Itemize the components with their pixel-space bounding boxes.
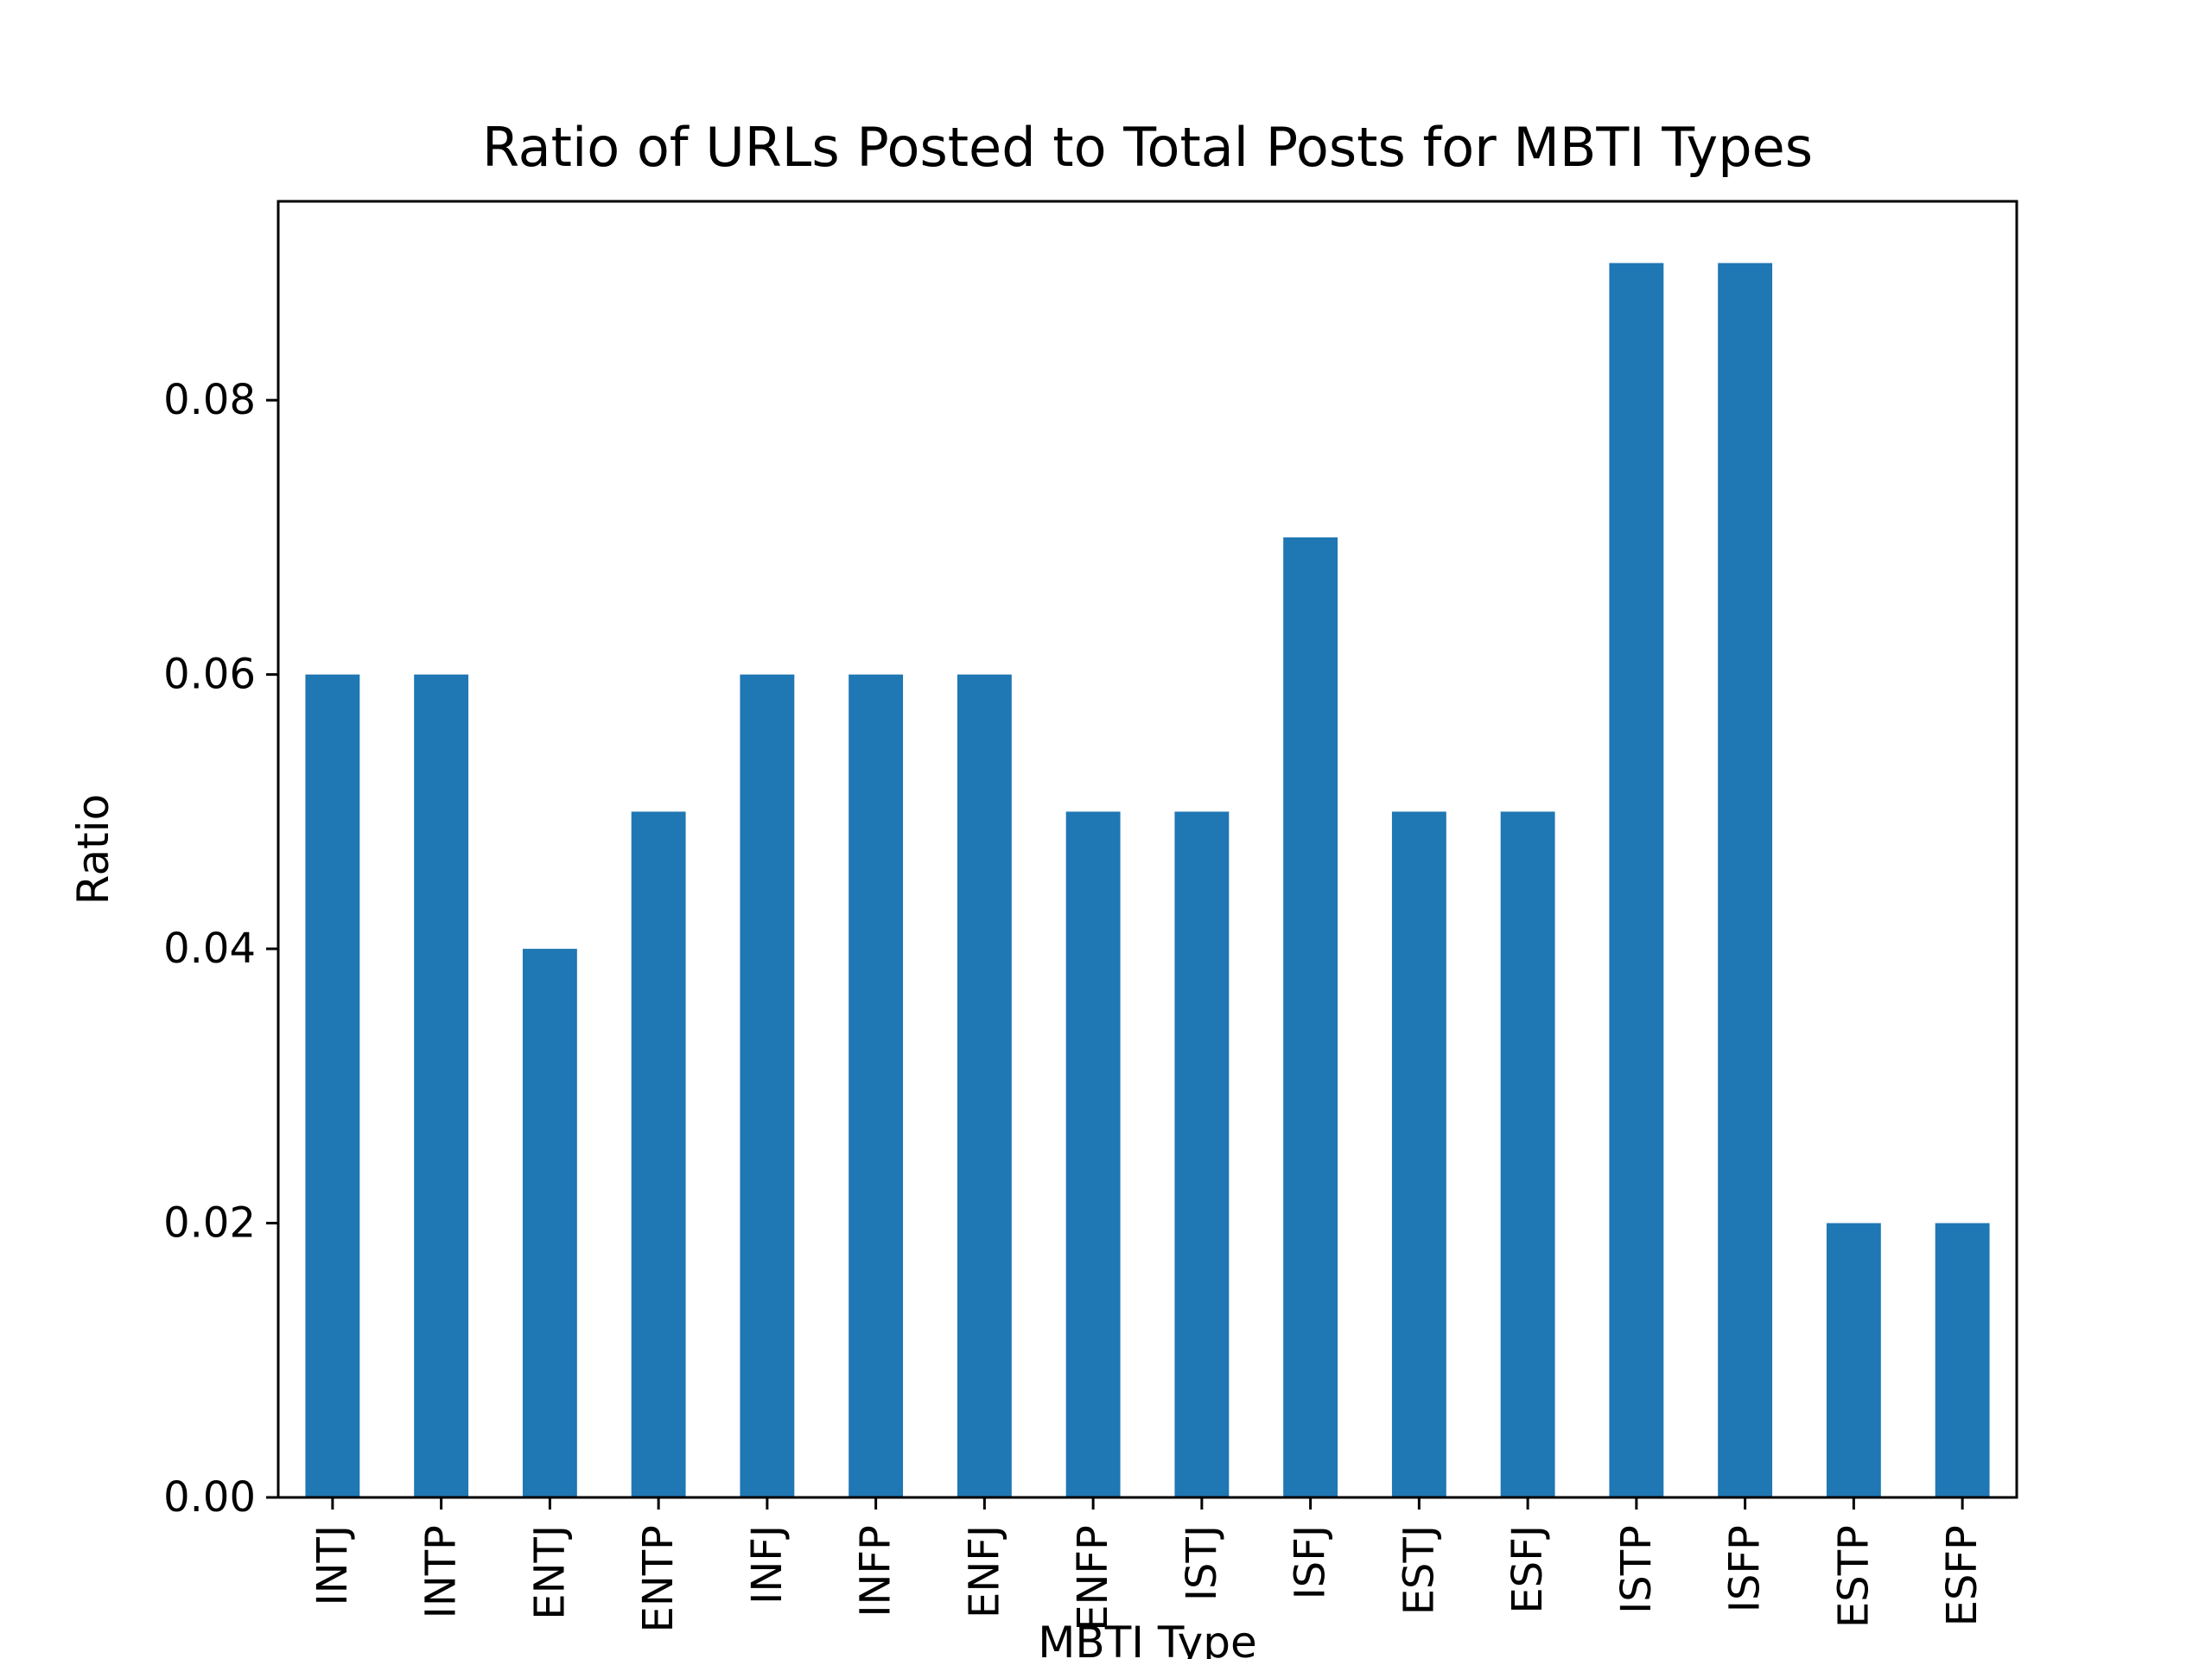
x-tick-label: INTP	[417, 1525, 466, 1618]
x-axis: INTJ INTP ENTJ ENTP INFJ INFP ENFJ ENFP ISTJ ISFJ…	[308, 1497, 1986, 1633]
x-tick-label: ISTP	[1612, 1525, 1661, 1614]
bar-intp	[414, 674, 469, 1497]
bar-esfp	[1935, 1223, 1990, 1497]
x-tick-label: ESTJ	[1395, 1525, 1443, 1615]
y-tick-label: 0.00	[163, 1473, 256, 1522]
bar-entj	[522, 949, 577, 1497]
x-tick-label: ENTJ	[525, 1525, 574, 1620]
x-tick-label: ISFP	[1721, 1525, 1770, 1612]
x-tick-label: ISTJ	[1178, 1525, 1226, 1601]
bar-istp	[1609, 263, 1664, 1497]
bar-intj	[305, 674, 360, 1497]
chart-title: Ratio of URLs Posted to Total Posts for …	[482, 116, 1813, 179]
plot-frame	[276, 200, 2018, 1499]
x-axis-label: MBTI Type	[1038, 1618, 1256, 1659]
bars-group	[305, 263, 1990, 1497]
x-tick-label: ISFJ	[1287, 1525, 1335, 1599]
bar-enfj	[957, 674, 1012, 1497]
bar-isfj	[1283, 537, 1338, 1497]
y-tick-label: 0.08	[163, 376, 256, 424]
bar-infp	[849, 674, 904, 1497]
y-tick-label: 0.06	[163, 651, 256, 699]
y-axis: 0.00 0.02 0.04 0.06 0.08	[163, 376, 278, 1522]
y-tick-label: 0.04	[163, 925, 256, 973]
bar-enfp	[1065, 811, 1121, 1497]
x-tick-label: ENFJ	[960, 1525, 1008, 1618]
x-tick-label: ESTP	[1829, 1525, 1878, 1628]
x-tick-label: ENFP	[1069, 1525, 1117, 1631]
bar-estj	[1391, 811, 1446, 1497]
y-tick-label: 0.02	[163, 1199, 256, 1248]
bar-infj	[740, 674, 795, 1497]
bar-entp	[631, 811, 686, 1497]
x-tick-label: INFJ	[743, 1525, 791, 1605]
x-tick-label: INFP	[852, 1525, 900, 1618]
x-tick-label: INTJ	[308, 1525, 357, 1606]
bar-isfp	[1718, 263, 1773, 1497]
bar-estp	[1826, 1223, 1881, 1497]
x-tick-label: ESFJ	[1503, 1525, 1552, 1614]
bar-esfj	[1500, 811, 1555, 1497]
x-tick-label: ESFP	[1938, 1525, 1986, 1626]
x-tick-label: ENTP	[634, 1525, 683, 1633]
y-axis-label: Ratio	[68, 794, 118, 905]
bar-istj	[1174, 811, 1230, 1497]
